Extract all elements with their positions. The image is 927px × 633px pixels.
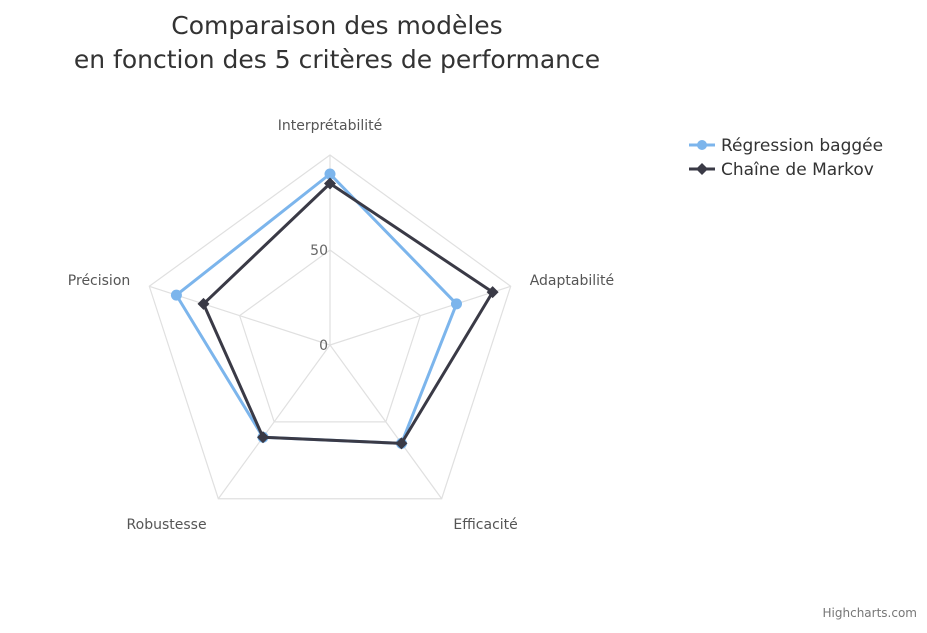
data-point[interactable] (486, 286, 499, 299)
grid-ring-1 (148, 154, 512, 500)
chart-title-line-1: Comparaison des modèles (171, 11, 502, 40)
legend: Régression baggée Chaîne de Markov (689, 136, 883, 180)
category-label: Interprétabilité (278, 118, 383, 134)
grid-spoke-2 (329, 344, 443, 500)
legend-item-chaine-de-markov[interactable]: Chaîne de Markov (689, 160, 874, 180)
series-plot (170, 168, 499, 450)
series-line (202, 182, 495, 445)
category-label: Robustesse (127, 517, 207, 533)
grid-ring-0 (238, 249, 422, 423)
chart-title-line-2: en fonction des 5 critères de performanc… (74, 45, 600, 74)
category-label: Efficacité (453, 517, 517, 533)
data-point[interactable] (170, 289, 182, 301)
legend-item-regression-baggee[interactable]: Régression baggée (689, 136, 883, 156)
circle-icon (697, 140, 707, 150)
radial-tick-labels: 0 50 (310, 243, 328, 354)
category-label: Adaptabilité (530, 273, 614, 289)
series-1 (197, 177, 499, 450)
category-label: Précision (68, 273, 130, 289)
data-point[interactable] (450, 298, 462, 310)
credits-link[interactable]: Highcharts.com (823, 606, 917, 620)
legend-label-regression-baggee: Régression baggée (721, 136, 883, 156)
legend-label-chaine-de-markov: Chaîne de Markov (721, 160, 874, 180)
data-point[interactable] (256, 431, 269, 444)
data-point[interactable] (324, 168, 336, 180)
grid-spoke-3 (217, 344, 331, 500)
category-labels: Interprétabilité Adaptabilité Efficacité Ro… (68, 118, 614, 533)
data-point[interactable] (395, 437, 408, 450)
data-point[interactable] (324, 177, 336, 190)
tick-label: 50 (310, 243, 328, 259)
data-point[interactable] (197, 297, 210, 310)
radar-grid (148, 154, 512, 500)
grid-spoke-1 (329, 285, 511, 346)
diamond-icon (696, 163, 708, 175)
tick-label: 0 (319, 338, 328, 354)
